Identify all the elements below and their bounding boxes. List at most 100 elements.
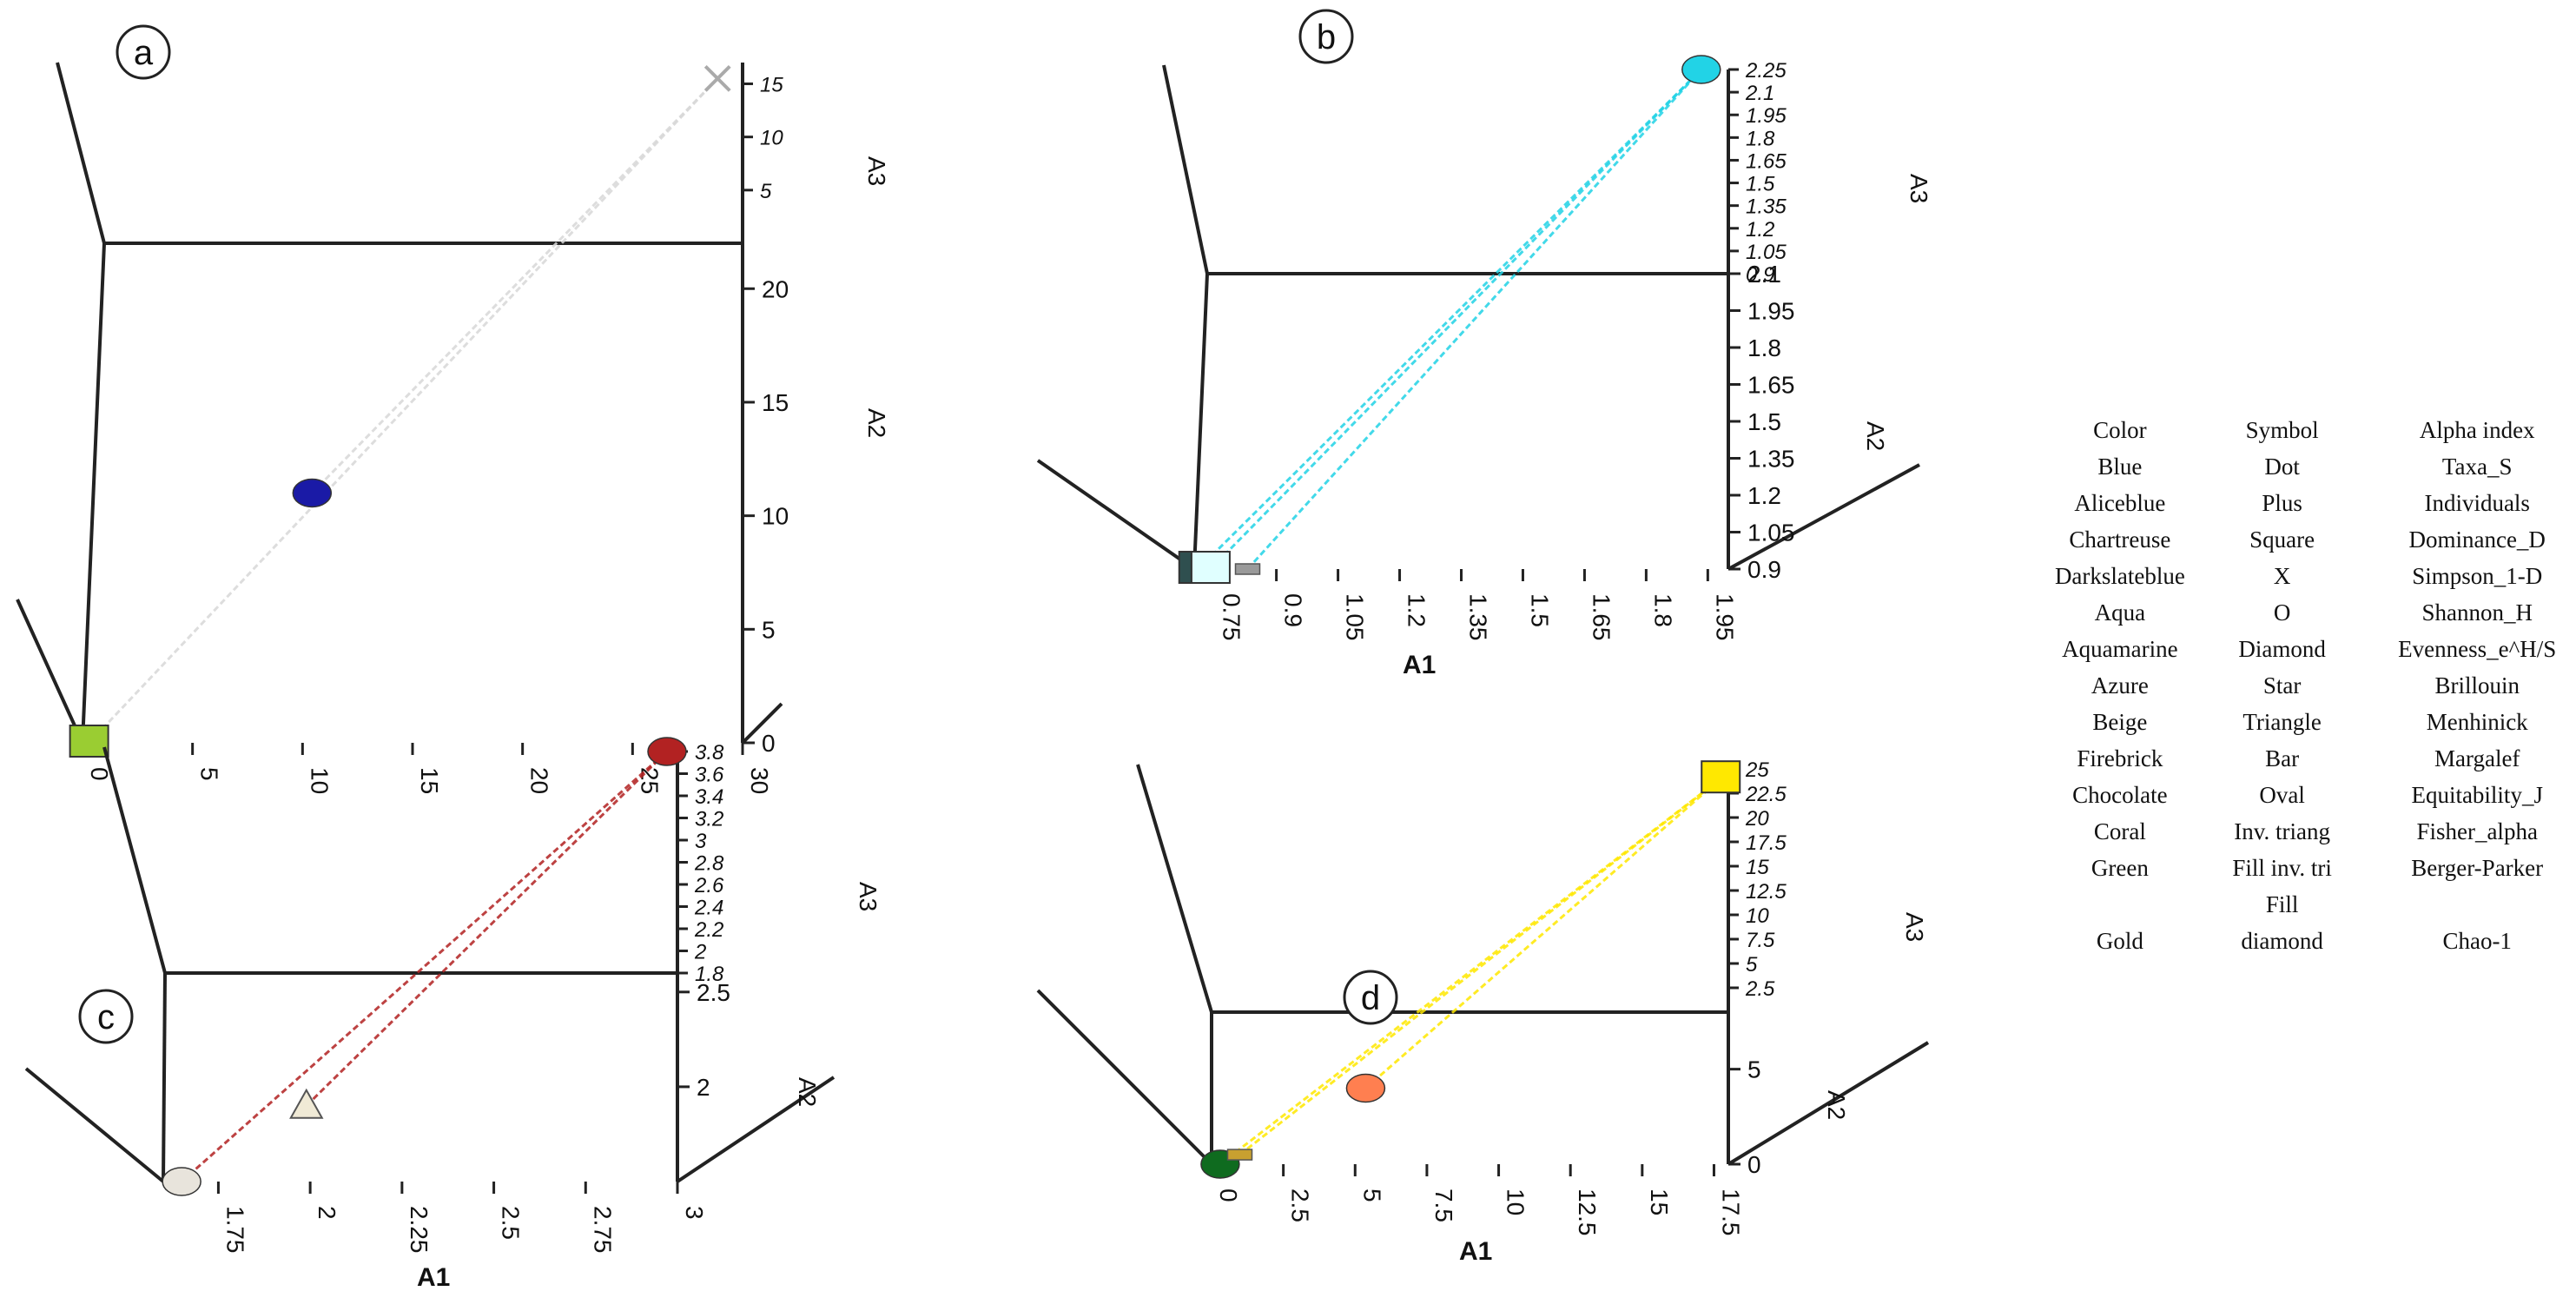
- legend-symbol-cell: Dot: [2264, 454, 2300, 480]
- frame-line: [1727, 463, 1920, 571]
- x-tick-label: 15: [1646, 1189, 1673, 1215]
- legend-color-cell: Coral: [2093, 818, 2146, 844]
- panel-c: 1.75 2 2.25 2.5 2.75 322.51.822.22.42.62.833.…: [24, 737, 882, 1292]
- legend-color-cell: Beige: [2092, 709, 2148, 735]
- legend-color-cell: Color: [2093, 417, 2147, 443]
- z-axis-label: A3: [855, 882, 882, 911]
- z-tick-label: 25: [1745, 758, 1769, 782]
- legend-row: Darkslateblue X Simpson_1-D: [2054, 558, 2576, 594]
- legend-index-cell: Evenness_e^H/S: [2398, 636, 2557, 662]
- y-tick-label: 0.9: [1747, 556, 1781, 583]
- z-tick-label: 12.5: [1746, 880, 1787, 904]
- z-tick-label: 2.4: [694, 897, 723, 920]
- x-axis-label: A1: [1459, 1237, 1492, 1266]
- y-tick-label: 20: [762, 275, 789, 302]
- legend-symbol-cell: Square: [2249, 526, 2315, 553]
- x-tick-label: 15: [416, 767, 443, 794]
- legend-index-cell: [2378, 886, 2576, 923]
- frame-line: [162, 972, 167, 1182]
- legend-index-cell: Margalef: [2434, 745, 2520, 771]
- z-tick-label: 2.1: [1745, 82, 1774, 105]
- z-tick-label: 3.4: [695, 785, 723, 809]
- legend-symbol-cell: Symbol: [2245, 417, 2319, 443]
- x-tick-label: 1.8: [1649, 593, 1676, 627]
- legend-color-cell: Gold: [2096, 928, 2143, 954]
- y-tick-label: 2.5: [697, 979, 730, 1006]
- legend-index-cell: Fisher_alpha: [2416, 818, 2538, 844]
- z-tick-label: 3.8: [695, 741, 724, 765]
- legend-index-cell: Equitability_J: [2411, 782, 2543, 808]
- x-tick-label: 3: [681, 1206, 708, 1220]
- x-tick-label: 2.25: [406, 1206, 433, 1254]
- data-point-equitability-j: [1226, 1149, 1253, 1161]
- z-tick-label: 2.6: [694, 874, 724, 897]
- data-point-menhinick: [289, 1088, 324, 1119]
- y-tick-label: 5: [1747, 1056, 1761, 1083]
- data-point-simpson-1-d: [292, 478, 333, 508]
- z-tick-label: 3.6: [695, 764, 724, 787]
- legend-symbol-cell: Diamond: [2238, 636, 2326, 662]
- legend-color-cell: Green: [2091, 855, 2149, 881]
- z-axis-label: A3: [1901, 912, 1928, 942]
- z-tick-label: 5: [760, 180, 772, 203]
- panel-label: d: [1361, 979, 1380, 1017]
- data-point-individuals: [1701, 760, 1741, 794]
- z-tick-label: 10: [1746, 904, 1769, 928]
- panel-label-circle: [116, 24, 171, 80]
- x-tick-label: 1.75: [221, 1206, 248, 1254]
- legend-index-cell: Taxa_S: [2441, 454, 2513, 480]
- z-tick-label: 15: [1746, 856, 1769, 879]
- series-line: [1209, 68, 1702, 571]
- legend-index-cell: Dominance_D: [2408, 526, 2546, 553]
- x-tick-label: 0: [1215, 1189, 1242, 1202]
- series-line: [1197, 68, 1702, 571]
- legend-body: Color Symbol Alpha index Blue Dot Taxa_S Alice…: [2054, 412, 2576, 959]
- legend-color-cell: Azure: [2091, 672, 2149, 699]
- legend-color-cell: Darkslateblue: [2054, 563, 2185, 589]
- x-tick-label: 2: [314, 1206, 340, 1220]
- panel-d: 0 2.5 5 7.5 10 12.5 15 17.5052.557.51012.51517.…: [1036, 758, 1930, 1266]
- legend-row: Azure Star Brillouin: [2054, 667, 2576, 704]
- legend-index-cell: Berger-Parker: [2411, 855, 2544, 881]
- panel-label: a: [134, 34, 154, 72]
- z-tick-label: 1.5: [1746, 173, 1775, 196]
- frame-line: [24, 1067, 165, 1183]
- y-tick-label: 15: [762, 389, 789, 416]
- z-tick-label: 22.5: [1745, 783, 1787, 806]
- legend-symbol-cell: X: [2273, 563, 2291, 589]
- y-tick-label: 1.35: [1747, 446, 1795, 473]
- frame-line: [1036, 989, 1213, 1166]
- x-tick-label: 1.65: [1588, 593, 1615, 641]
- legend-index-cell: Chao-1: [2442, 928, 2512, 954]
- y-axis-label: A2: [1823, 1090, 1850, 1120]
- x-tick-label: 2.5: [1287, 1189, 1314, 1222]
- z-tick-label: 1.35: [1746, 195, 1787, 219]
- z-tick-label: 2: [694, 941, 706, 964]
- legend-row: Aliceblue Plus Individuals: [2054, 485, 2576, 521]
- legend-index-cell: Simpson_1-D: [2412, 563, 2543, 589]
- series-line: [1246, 68, 1702, 571]
- legend-header-row: Color Symbol Alpha index: [2054, 412, 2576, 448]
- z-tick-label: 1.95: [1746, 104, 1787, 128]
- series-line: [311, 77, 719, 494]
- z-tick-label: 2.8: [694, 852, 724, 876]
- legend-color-cell: Aqua: [2094, 599, 2146, 626]
- y-axis-label: A2: [1862, 421, 1889, 451]
- legend-table: Color Symbol Alpha index Blue Dot Taxa_S Alice…: [2054, 412, 2576, 959]
- frame-line: [81, 242, 106, 744]
- z-tick-label: 1.8: [695, 963, 724, 986]
- z-tick-label: 7.5: [1746, 929, 1775, 952]
- z-tick-label: 2.5: [1745, 977, 1775, 1001]
- y-tick-label: 1.95: [1747, 298, 1795, 325]
- y-axis-label: A2: [794, 1077, 821, 1107]
- legend-row: Aqua O Shannon_H: [2054, 594, 2576, 631]
- legend-symbol-cell: Plus: [2262, 490, 2302, 516]
- legend-color-cell: Firebrick: [2077, 745, 2163, 771]
- data-point-shannon-h: [1681, 55, 1721, 84]
- series-line: [1364, 778, 1722, 1089]
- data-point-dominance-d: [69, 725, 109, 758]
- panel-b: 0.75 0.9 1.05 1.2 1.35 1.5 1.65 1.8 1.950.91.051…: [1036, 9, 1932, 679]
- data-point-taxa-s: [703, 64, 731, 92]
- frame-line: [1136, 764, 1213, 1013]
- x-tick-label: 0.9: [1280, 593, 1307, 627]
